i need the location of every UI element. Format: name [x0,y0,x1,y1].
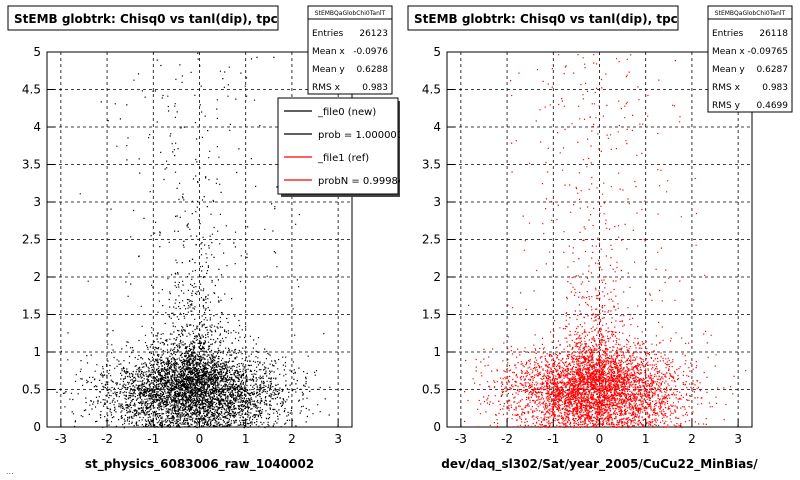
stats-header: StEMBQaGlobChi0TanlT [715,10,786,17]
x-tick-label: -3 [455,432,467,446]
x-tick-label: 2 [288,432,296,446]
stats-value: 0.6287 [757,65,789,75]
y-tick-label: 0 [33,420,41,434]
legend-box [277,97,399,195]
title-box [7,5,279,31]
scatter-points [464,54,747,429]
x-axis-label: st_physics_6083006_raw_1040002 [85,457,314,472]
chart-title: StEMB globtrk: Chisq0 vs tanl(dip), tpc [414,12,678,26]
y-tick-label: 2 [33,270,41,284]
x-tick-label: 3 [734,432,742,446]
scatter-point [56,52,331,429]
stats-box [707,5,793,113]
title-box [407,5,679,31]
stats-label: Mean y [712,65,745,75]
stats-label: Mean x [312,47,345,57]
legend-label: prob = 1.000000 [318,130,400,141]
x-tick-label: -2 [501,432,513,446]
y-tick-label: 4.5 [22,83,41,97]
y-tick-label: 3 [433,195,441,209]
chart-title: StEMB globtrk: Chisq0 vs tanl(dip), tpc [14,12,278,26]
x-tick-label: -1 [547,432,559,446]
y-tick-label: 4 [433,120,441,134]
x-tick-label: 2 [688,432,696,446]
stats-label: RMS y [712,101,741,111]
x-tick-label: -3 [55,432,67,446]
stats-value: 26123 [359,29,388,39]
y-tick-label: 5 [33,45,41,59]
stats-value: 0.983 [762,83,788,93]
stats-label: RMS x [312,83,341,93]
stats-header: StEMBQaGlobChi0TanlT [315,10,386,17]
y-tick-label: 0 [433,420,441,434]
x-tick-label: 1 [642,432,650,446]
axes [447,51,739,428]
stats-label: RMS x [712,83,741,93]
footer-note: ... [6,467,14,476]
y-tick-label: 5 [433,45,441,59]
stats-value: 26118 [759,29,788,39]
chart-right: StEMB globtrk: Chisq0 vs tanl(dip), tpc -… [407,5,793,472]
stats-box [307,5,393,95]
stats-value: -0.0976 [353,47,388,57]
stats-value: -0.09765 [748,47,788,57]
stats-label: Mean x [712,47,745,57]
y-tick-label: 2.5 [422,233,441,247]
y-tick-label: 3 [33,195,41,209]
y-tick-label: 3.5 [422,158,441,172]
stats-value: 0.4699 [757,101,789,111]
x-tick-label: 0 [196,432,204,446]
y-tick-label: 1 [33,345,41,359]
axes [47,51,339,428]
y-tick-label: 2 [433,270,441,284]
legend-label: _file0 (new) [317,107,376,118]
x-tick-label: 0 [596,432,604,446]
stats-label: Entries [312,29,344,39]
legend-label: _file1 (ref) [317,153,369,164]
stats-label: Mean y [312,65,345,75]
x-tick-label: -1 [147,432,159,446]
x-tick-label: -2 [101,432,113,446]
y-tick-label: 4.5 [422,83,441,97]
stats-value: 0.983 [362,83,388,93]
chart-left: StEMB globtrk: Chisq0 vs tanl(dip), tpc -… [7,5,400,472]
y-tick-label: 0.5 [422,383,441,397]
legend-label: probN = 0.99984 [318,176,400,187]
x-tick-label: 1 [242,432,250,446]
scatter-points [56,52,331,429]
x-axis-label: dev/daq_sl302/Sat/year_2005/CuCu22_MinBi… [441,457,758,472]
stats-value: 0.6288 [357,65,389,75]
scatter-point [464,54,747,429]
y-tick-label: 2.5 [22,233,41,247]
stats-label: Entries [712,29,744,39]
y-tick-label: 0.5 [22,383,41,397]
y-tick-label: 1.5 [422,308,441,322]
y-tick-label: 1 [433,345,441,359]
y-tick-label: 1.5 [22,308,41,322]
y-tick-label: 3.5 [22,158,41,172]
x-tick-label: 3 [334,432,342,446]
y-tick-label: 4 [33,120,41,134]
